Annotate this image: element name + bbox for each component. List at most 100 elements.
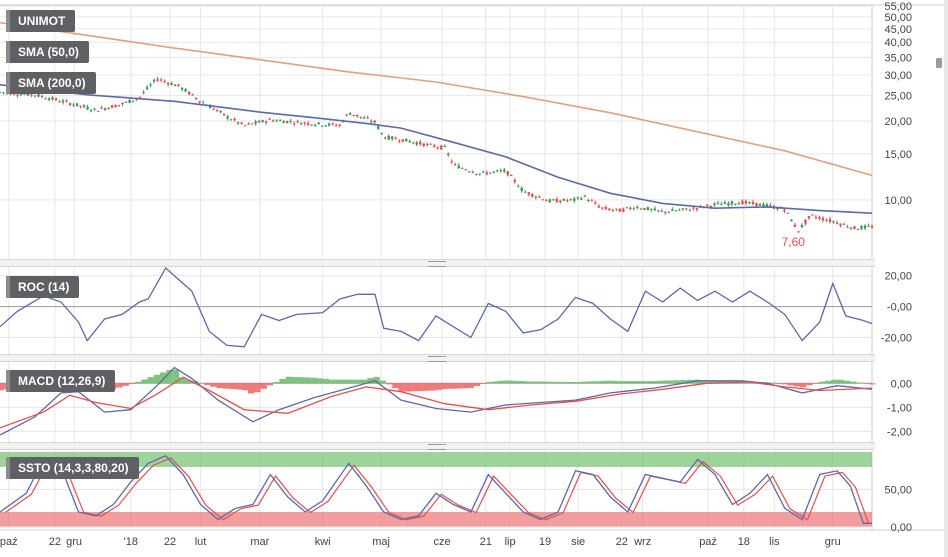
macd-histogram-bar <box>592 381 600 384</box>
y-tick-label: 45,00 <box>884 24 912 36</box>
y-tick-label: 55,00 <box>884 1 912 13</box>
candle-body <box>412 142 415 144</box>
divider-grip-icon[interactable] <box>428 356 446 362</box>
candle-body <box>96 111 100 113</box>
candle-body <box>285 120 289 123</box>
candle-body <box>800 224 804 227</box>
candle-body <box>349 113 352 115</box>
legend-label: SMA (50,0) <box>18 45 79 59</box>
candle-body <box>426 143 429 145</box>
divider-grip-icon[interactable] <box>428 444 446 450</box>
candle-body <box>68 103 72 106</box>
candle-body <box>793 224 797 227</box>
macd-histogram-bar <box>128 383 136 385</box>
macd-histogram-bar <box>141 379 148 384</box>
candle-body <box>380 132 383 135</box>
candle-body <box>166 82 170 85</box>
macd-histogram-bar <box>549 381 556 384</box>
candle-body <box>734 203 737 205</box>
candle-body <box>2 92 5 94</box>
candle-body <box>138 96 142 98</box>
candle-body <box>555 198 559 203</box>
macd-histogram-bar <box>636 381 644 384</box>
macd-histogram-bar <box>266 383 274 386</box>
macd-histogram-bar <box>247 383 255 394</box>
legend-sma-200[interactable]: SMA (200,0) <box>6 72 96 94</box>
macd-histogram-bar <box>806 383 813 386</box>
candle-body <box>324 125 327 127</box>
ssto-signal-line <box>4 457 872 524</box>
candle-body <box>170 83 173 86</box>
candle-body <box>580 198 583 200</box>
macd-histogram-bar <box>787 383 794 386</box>
candle-body <box>338 124 341 126</box>
legend-macd[interactable]: MACD (12,26,9) <box>6 370 116 392</box>
macd-histogram-bar <box>825 380 832 384</box>
candle-body <box>524 191 527 193</box>
candle-body <box>765 204 769 207</box>
candle-body <box>363 117 366 119</box>
candle-body <box>215 109 219 111</box>
candle-body <box>454 164 457 166</box>
x-tick-label: gru <box>825 536 841 548</box>
candle-body <box>443 146 446 148</box>
candle-body <box>19 93 23 96</box>
candle-body <box>128 99 131 103</box>
macd-histogram-bar <box>555 381 562 384</box>
sma-line <box>0 21 873 177</box>
legend-label: ROC (14) <box>18 280 70 294</box>
candle-body <box>23 93 26 95</box>
candle-body <box>180 87 184 90</box>
macd-histogram-bar <box>348 379 355 384</box>
scroll-button[interactable] <box>936 58 942 68</box>
macd-histogram-bar <box>486 381 493 384</box>
candle-body <box>194 98 198 100</box>
macd-histogram-bar <box>417 383 424 392</box>
candle-body <box>723 201 727 204</box>
candle-body <box>594 202 597 204</box>
legend-roc[interactable]: ROC (14) <box>6 276 80 298</box>
candle-body <box>825 220 828 222</box>
legend-ssto[interactable]: SSTO (14,3,3,80,20) <box>6 457 139 479</box>
candle-body <box>695 208 699 210</box>
x-tick-label: paź <box>699 536 717 548</box>
x-tick-label: 21 <box>480 536 492 548</box>
divider-grip-icon[interactable] <box>428 261 446 267</box>
candle-body <box>741 200 744 205</box>
candle-body <box>688 210 692 212</box>
candle-body <box>478 173 481 175</box>
candle-body <box>352 114 355 116</box>
macd-histogram-bar <box>655 380 663 384</box>
macd-histogram-bar <box>643 381 650 384</box>
macd-histogram-bar <box>398 383 405 392</box>
macd-histogram-bar <box>298 377 305 384</box>
y-tick-label: 0,00 <box>891 522 912 534</box>
candle-body <box>107 107 110 110</box>
candle-body <box>538 196 541 198</box>
candle-body <box>573 198 576 201</box>
candle-body <box>730 201 734 205</box>
candle-body <box>173 84 177 87</box>
candle-body <box>492 171 495 173</box>
macd-histogram-bar <box>304 377 311 384</box>
macd-histogram-bar <box>392 383 399 389</box>
macd-histogram-bar <box>316 378 324 384</box>
candle-body <box>384 137 387 139</box>
macd-histogram-bar <box>599 380 606 384</box>
candle-body <box>229 119 233 121</box>
candle-body <box>75 103 79 107</box>
macd-histogram-bar <box>279 378 286 384</box>
legend-unimot[interactable]: UNIMOT <box>6 10 76 32</box>
candle-body <box>54 98 58 101</box>
candle-body <box>804 220 807 224</box>
macd-histogram-bar <box>480 383 487 384</box>
candle-body <box>394 138 397 140</box>
legend-sma-50[interactable]: SMA (50,0) <box>6 41 89 63</box>
threshold-band <box>0 512 872 527</box>
candle-body <box>807 216 811 219</box>
macd-histogram-bar <box>367 378 374 384</box>
candle-body <box>545 200 548 202</box>
macd-histogram-bar <box>273 381 280 384</box>
candle-body <box>117 104 121 106</box>
macd-histogram-bar <box>310 377 318 384</box>
